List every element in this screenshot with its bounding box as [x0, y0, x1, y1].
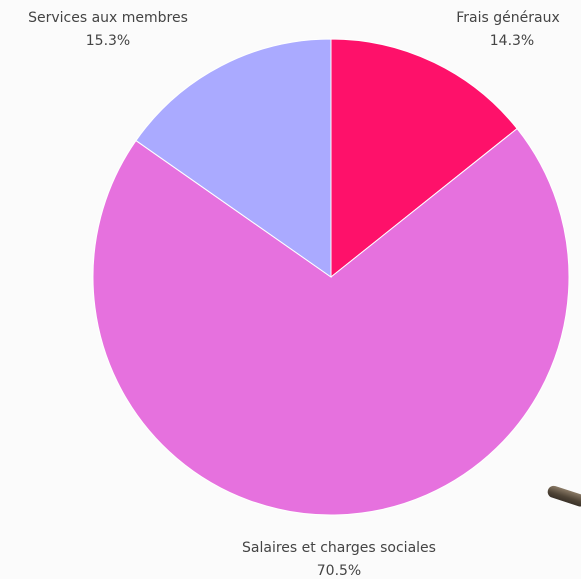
- slice-label-group-services-aux-membres: Services aux membres 15.3%: [28, 10, 188, 49]
- slice-value-salaires-et-charges-sociales: 70.5%: [317, 563, 361, 579]
- slice-value-services-aux-membres: 15.3%: [86, 33, 130, 49]
- slice-label-frais-generaux: Frais généraux: [456, 10, 559, 26]
- pie-slice-frais-generaux: [330, 38, 518, 279]
- slice-label-group-frais-generaux: Frais généraux 14.3%: [456, 10, 559, 49]
- pie-slice-salaires-et-charges-sociales: [92, 127, 570, 516]
- slice-label-salaires-et-charges-sociales: Salaires et charges sociales: [242, 540, 436, 556]
- slice-label-services-aux-membres: Services aux membres: [28, 10, 188, 26]
- pie-slice-services-aux-membres: [135, 38, 332, 278]
- slice-value-frais-generaux: 14.3%: [490, 33, 534, 49]
- slice-label-group-salaires: Salaires et charges sociales 70.5%: [242, 540, 436, 579]
- pie-slices: [92, 38, 570, 516]
